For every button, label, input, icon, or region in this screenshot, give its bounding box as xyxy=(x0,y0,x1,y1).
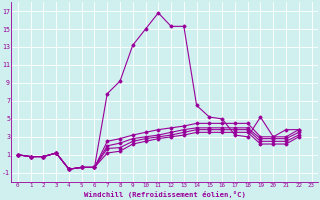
X-axis label: Windchill (Refroidissement éolien,°C): Windchill (Refroidissement éolien,°C) xyxy=(84,191,246,198)
